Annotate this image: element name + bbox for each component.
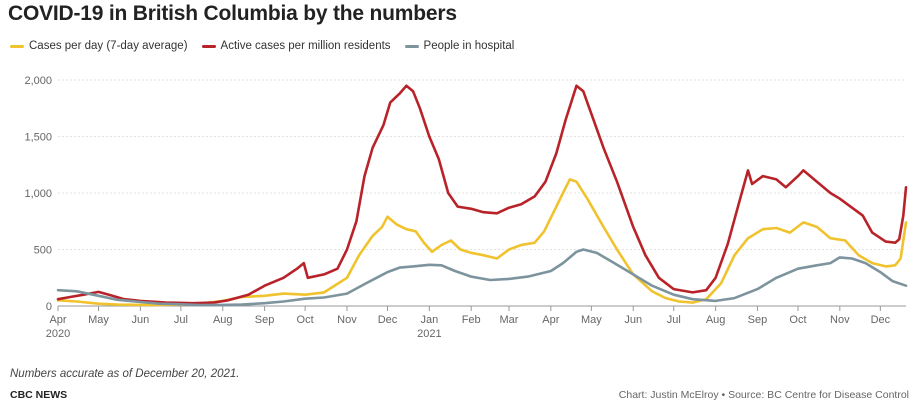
x-axis: Apr 2020 May Jun Jul Aug Sep Oct Nov Dec Jan 2021 Fe…: [46, 305, 906, 340]
x-tick-year-label: 2020: [46, 328, 70, 340]
x-tick-label: Nov: [830, 314, 850, 326]
x-tick-year-label: 2021: [417, 328, 441, 340]
x-tick-label: Mar: [500, 314, 519, 326]
series-line-active: [56, 84, 908, 305]
y-tick-label: 1,500: [24, 132, 52, 144]
x-tick-label: Jun: [131, 314, 149, 326]
x-tick-label: Dec: [871, 314, 891, 326]
legend-swatch-active: [201, 44, 216, 48]
series-line-hospital: [56, 248, 908, 307]
brand-label: CBC NEWS: [10, 389, 68, 401]
x-tick-label: Oct: [789, 314, 806, 326]
chart-credit: Chart: Justin McElroy • Source: BC Centr…: [618, 389, 909, 401]
chart-title: COVID-19 in British Columbia by the numb…: [8, 2, 457, 25]
legend-swatch-hospital: [404, 44, 419, 48]
y-tick-label: 0: [46, 301, 52, 313]
x-tick-label: Apr: [542, 314, 559, 326]
x-tick-label: Jul: [667, 314, 681, 326]
x-tick-label: Sep: [255, 314, 275, 326]
x-tick-label: Oct: [297, 314, 314, 326]
x-tick-label: Feb: [462, 314, 481, 326]
x-tick-label: Aug: [213, 314, 233, 326]
y-tick-label: 1,000: [24, 188, 52, 200]
chart-grid: [58, 79, 906, 250]
x-tick-label: Jan: [420, 314, 438, 326]
legend-label-hospital: People in hospital: [423, 40, 515, 52]
x-tick-label: Nov: [337, 314, 357, 326]
line-chart: 0 500 1,000 1,500 2,000 Apr 2020 May Jun Jul Aug S…: [24, 75, 908, 340]
y-tick-label: 500: [34, 245, 52, 257]
series-lines: [56, 84, 908, 307]
x-tick-label: Jun: [624, 314, 642, 326]
x-tick-label: Aug: [706, 314, 726, 326]
legend-swatch-cases: [10, 44, 24, 48]
x-tick-label: Jul: [174, 314, 188, 326]
legend-item-active: Active cases per million residents: [201, 40, 391, 52]
x-tick-label: Dec: [378, 314, 398, 326]
legend-item-hospital: People in hospital: [404, 40, 515, 52]
data-note: Numbers accurate as of December 20, 2021…: [10, 368, 240, 380]
legend-label-active: Active cases per million residents: [220, 40, 391, 52]
y-axis: 0 500 1,000 1,500 2,000: [24, 75, 52, 313]
x-tick-label: May: [88, 314, 109, 326]
x-tick-label: Sep: [748, 314, 768, 326]
chart-legend: Cases per day (7-day average) Active cas…: [10, 40, 514, 52]
x-tick-label: Apr: [49, 314, 66, 326]
y-tick-label: 2,000: [24, 75, 52, 87]
legend-label-cases: Cases per day (7-day average): [29, 40, 188, 52]
series-line-cases: [56, 178, 908, 307]
legend-item-cases: Cases per day (7-day average): [10, 40, 188, 52]
x-tick-label: May: [581, 314, 602, 326]
